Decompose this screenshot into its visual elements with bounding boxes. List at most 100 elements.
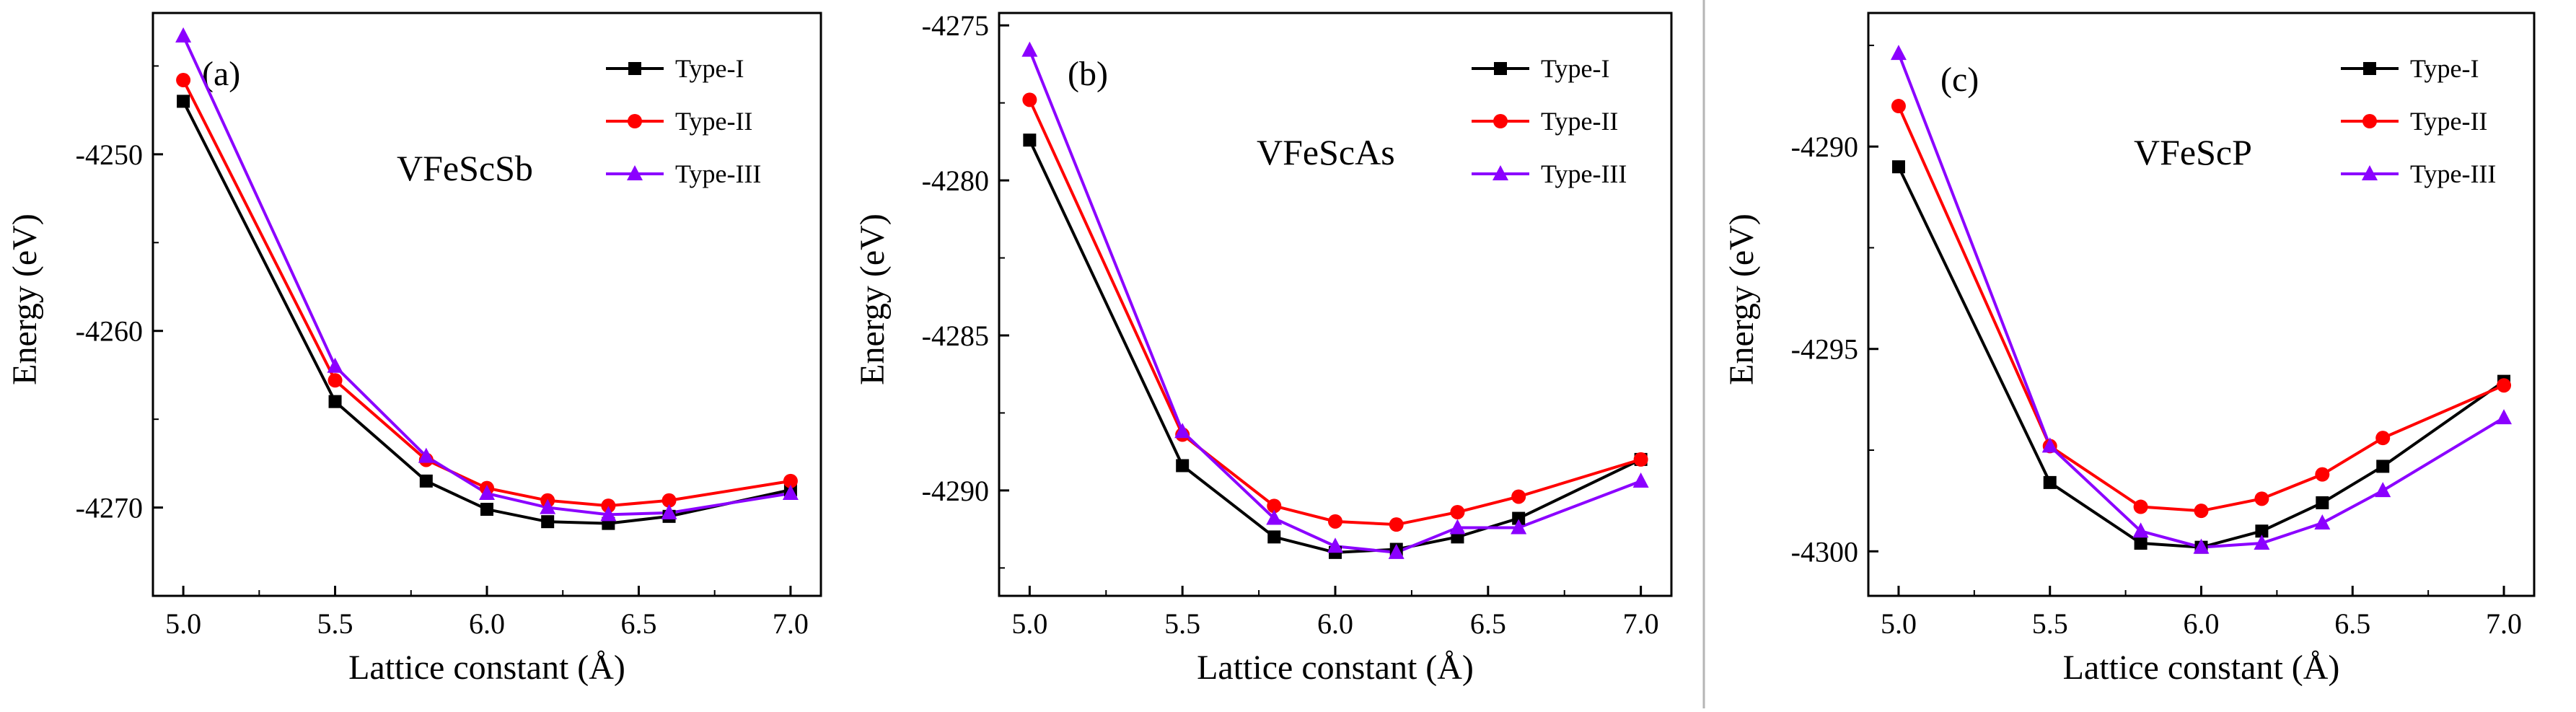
- legend-entry-label: Type-I: [675, 54, 744, 83]
- x-tick-label: 5.0: [165, 607, 201, 640]
- legend-marker: [628, 62, 641, 75]
- y-axis-label: Energy (eV): [6, 214, 44, 385]
- data-point: [1023, 133, 1037, 147]
- data-point: [1327, 537, 1343, 553]
- data-point: [1267, 498, 1282, 514]
- legend-marker: [2363, 62, 2376, 75]
- legend-entry-label: Type-III: [2410, 159, 2496, 188]
- data-point: [2255, 524, 2269, 538]
- y-tick-label: -4300: [1791, 535, 1858, 568]
- x-tick-label: 6.0: [1317, 607, 1353, 640]
- series-line: [1897, 105, 2505, 513]
- data-point: [1632, 472, 1649, 488]
- legend-marker: [2362, 114, 2377, 128]
- data-point: [1328, 514, 1342, 529]
- legend-marker: [2362, 165, 2378, 180]
- legend-marker: [1493, 165, 1508, 180]
- data-point: [601, 498, 616, 514]
- compound-annotation: VFeScP: [2134, 132, 2252, 172]
- data-point: [1021, 41, 1038, 57]
- data-point: [1388, 543, 1405, 559]
- data-point: [1511, 519, 1527, 535]
- x-tick-label: 5.0: [1011, 607, 1047, 640]
- data-point: [782, 484, 799, 500]
- y-tick-label: -4285: [922, 320, 989, 352]
- data-point: [1891, 99, 1906, 114]
- y-tick-label: -4275: [922, 9, 989, 42]
- data-point: [2043, 475, 2057, 489]
- x-tick-label: 6.0: [2184, 607, 2220, 640]
- data-point: [327, 357, 343, 373]
- data-point: [600, 506, 617, 522]
- data-point: [418, 447, 434, 463]
- chart-panel: 5.0 5.5 6.0 6.5 7.0 -4250 -4260 -4270 Lattice co…: [6, 12, 822, 687]
- data-point: [661, 504, 677, 519]
- x-tick-label: 6.5: [620, 607, 656, 640]
- data-point: [2134, 537, 2148, 550]
- y-axis-label: Energy (eV): [853, 214, 892, 385]
- panel-label: (c): [1940, 61, 1979, 99]
- data-point: [2041, 437, 2058, 453]
- data-point: [2376, 460, 2390, 473]
- legend-marker: [627, 165, 643, 180]
- data-point: [1176, 459, 1190, 473]
- legend-marker: [628, 114, 642, 128]
- panel-label: (b): [1068, 55, 1108, 93]
- data-point: [2254, 491, 2269, 506]
- data-point: [2132, 522, 2149, 538]
- x-tick-label: 5.5: [2032, 607, 2068, 640]
- y-tick-label: -4295: [1791, 333, 1858, 366]
- legend-entry-label: Type-II: [675, 107, 752, 136]
- x-tick-label: 6.0: [469, 607, 505, 640]
- data-point: [176, 73, 191, 88]
- y-tick-label: -4290: [922, 475, 989, 507]
- data-point: [419, 474, 433, 488]
- data-point: [2496, 409, 2513, 425]
- x-axis-label: Lattice constant (Å): [1197, 649, 1474, 687]
- series-line: [182, 79, 791, 508]
- data-point: [783, 473, 798, 488]
- legend-entry-label: Type-III: [675, 159, 761, 188]
- x-axis-label: Lattice constant (Å): [2063, 649, 2340, 687]
- data-point: [2375, 431, 2391, 446]
- series-line: [1028, 139, 1642, 554]
- data-point: [1389, 517, 1404, 532]
- y-tick-label: -4290: [1791, 131, 1858, 163]
- data-point: [175, 27, 192, 43]
- data-point: [2254, 535, 2270, 550]
- x-tick-label: 5.5: [1164, 607, 1200, 640]
- data-point: [1022, 92, 1037, 107]
- x-tick-label: 5.0: [1881, 607, 1917, 640]
- data-point: [1633, 452, 1648, 467]
- series-line: [182, 100, 791, 525]
- data-point: [2133, 499, 2148, 514]
- y-tick-label: -4260: [76, 315, 143, 348]
- data-point: [1449, 519, 1466, 535]
- data-point: [2194, 504, 2209, 519]
- x-tick-label: 7.0: [2486, 607, 2522, 640]
- data-point: [2315, 467, 2330, 482]
- data-point: [1512, 511, 1526, 525]
- data-point: [2193, 538, 2210, 554]
- legend-entry-label: Type-II: [2410, 107, 2487, 136]
- legend-marker: [1494, 62, 1507, 75]
- series-line: [182, 35, 791, 517]
- y-tick-label: -4270: [76, 492, 143, 524]
- legend-entry-label: Type-I: [2410, 54, 2479, 83]
- x-tick-label: 6.5: [1470, 607, 1506, 640]
- data-point: [2316, 496, 2329, 509]
- compound-annotation: VFeScAs: [1257, 132, 1395, 172]
- data-point: [2375, 482, 2391, 498]
- x-tick-label: 7.0: [1623, 607, 1659, 640]
- series-line: [1897, 53, 2505, 549]
- compound-annotation: VFeScSb: [397, 148, 533, 188]
- series-line: [1028, 49, 1642, 554]
- data-point: [1890, 45, 1907, 61]
- legend-entry-label: Type-II: [1541, 107, 1618, 136]
- data-point: [1511, 489, 1526, 504]
- x-axis-label: Lattice constant (Å): [348, 649, 625, 687]
- chart-panel: 5.0 5.5 6.0 6.5 7.0 -4275 -4280 -4285 -4290 Latti…: [853, 9, 1673, 687]
- data-point: [540, 498, 556, 514]
- x-tick-label: 6.5: [2334, 607, 2370, 640]
